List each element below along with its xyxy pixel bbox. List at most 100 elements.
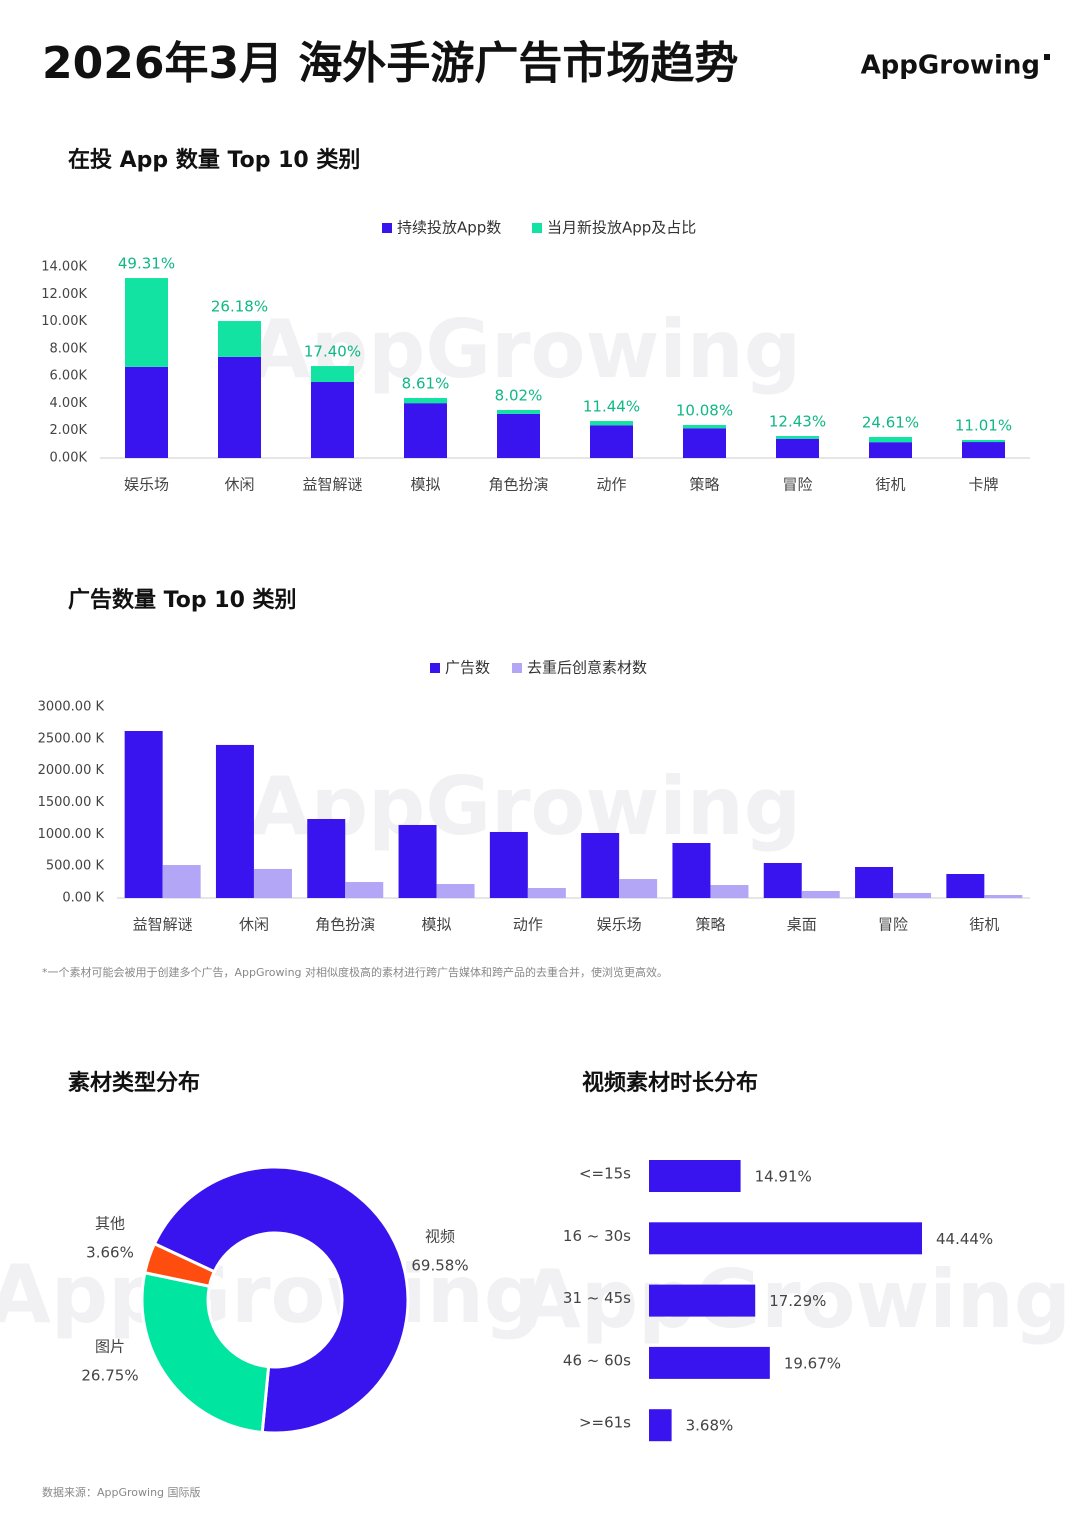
bar-segment [590,425,633,458]
y-tick-label: 500.00 K [46,859,105,874]
y-tick-label: 4.00K [50,396,88,411]
value-label: 3.68% [686,1417,734,1435]
bar [619,879,658,898]
y-tick-label: 6.00K [50,369,88,384]
y-tick-label: 14.00K [41,260,87,275]
bar-segment [776,436,819,439]
logo-dot [1044,54,1050,60]
y-tick-label: 12.00K [41,287,87,302]
slice-value: 26.75% [81,1367,138,1385]
bar [527,888,566,898]
logo: AppGrowing [861,51,1040,81]
x-tick-label: 桌面 [787,916,817,934]
x-tick-label: 休闲 [224,476,254,494]
bar [946,873,985,898]
share-label: 10.08% [676,401,733,419]
y-tick-label: 10.00K [41,314,87,329]
slice-name: 视频 [425,1228,455,1246]
value-label: 14.91% [755,1168,812,1186]
bar [710,885,749,898]
chart-title: 在投 App 数量 Top 10 类别 [68,147,360,173]
watermark: AppGrowing [519,1253,1071,1346]
y-tick-label: 0.00 K [62,891,104,906]
bar [345,882,384,898]
bar [672,842,711,898]
bar-segment [497,413,540,458]
y-tick-label: 2500.00 K [38,731,105,746]
bar-segment [497,409,540,414]
x-tick-label: 益智解谜 [302,476,362,494]
chart-title: 广告数量 Top 10 类别 [68,587,297,613]
bar [984,895,1023,898]
legend-label: 持续投放App数 [397,219,501,237]
y-tick-label: 2000.00 K [38,763,105,778]
x-tick-label: 卡牌 [968,476,998,494]
x-tick-label: 模拟 [410,476,440,494]
bar [489,831,528,898]
bar-segment [962,439,1005,443]
bar-segment [683,428,726,458]
x-tick-label: 策略 [689,476,719,494]
slice-name: 图片 [95,1338,125,1356]
x-tick-label: 娱乐场 [124,476,169,494]
bar-segment [404,403,447,458]
bar [307,818,346,898]
bar-segment [125,278,168,367]
bar-segment [962,442,1005,458]
share-label: 49.31% [118,255,175,273]
source: 数据来源：AppGrowing 国际版 [42,1485,201,1499]
x-tick-label: 娱乐场 [597,916,642,934]
legend-label: 广告数 [445,659,490,677]
bar [581,832,620,898]
slice-value: 69.58% [411,1257,468,1275]
value-label: 44.44% [936,1230,993,1248]
legend-swatch [512,663,522,673]
x-tick-label: 策略 [695,916,725,934]
bar [253,868,292,898]
bar [398,824,437,898]
legend-label: 去重后创意素材数 [527,659,647,677]
y-tick-label: 1500.00 K [38,795,105,810]
bar [649,1409,672,1442]
share-label: 24.61% [862,413,919,431]
bar-segment [869,442,912,458]
chart-title: 素材类型分布 [68,1070,200,1096]
footnote: *一个素材可能会被用于创建多个广告，AppGrowing 对相似度极高的素材进行… [42,965,668,979]
slice-name: 其他 [95,1215,125,1233]
y-tick-label: >=61s [579,1414,631,1432]
y-tick-label: 31 ~ 45s [563,1289,631,1307]
pie-slice [152,1165,410,1435]
legend-swatch [532,223,542,233]
pie-slice [143,1241,217,1289]
value-label: 19.67% [784,1354,841,1372]
x-tick-label: 休闲 [239,916,269,934]
legend-swatch [430,663,440,673]
x-tick-label: 街机 [875,476,905,494]
bar-segment [218,356,261,458]
pie-slice [140,1270,271,1435]
y-tick-label: 2.00K [50,423,88,438]
bar-segment [590,421,633,426]
value-label: 17.29% [769,1292,826,1310]
legend-swatch [382,223,392,233]
x-tick-label: 益智解谜 [133,916,193,934]
bar [436,883,475,898]
bar [649,1284,756,1317]
x-tick-label: 模拟 [422,916,452,934]
bar-segment [311,382,354,458]
y-tick-label: 0.00K [50,451,88,466]
share-label: 8.02% [495,386,543,404]
share-label: 11.44% [583,398,640,416]
share-label: 11.01% [955,416,1012,434]
chart-title: 视频素材时长分布 [582,1070,758,1096]
bar [649,1160,741,1192]
x-tick-label: 街机 [969,916,999,934]
bar-segment [218,321,261,357]
share-label: 26.18% [211,298,268,316]
bar [162,865,201,898]
x-tick-label: 角色扮演 [315,916,375,934]
y-tick-label: 46 ~ 60s [563,1351,631,1369]
x-tick-label: 冒险 [782,476,812,494]
bar [893,892,932,898]
